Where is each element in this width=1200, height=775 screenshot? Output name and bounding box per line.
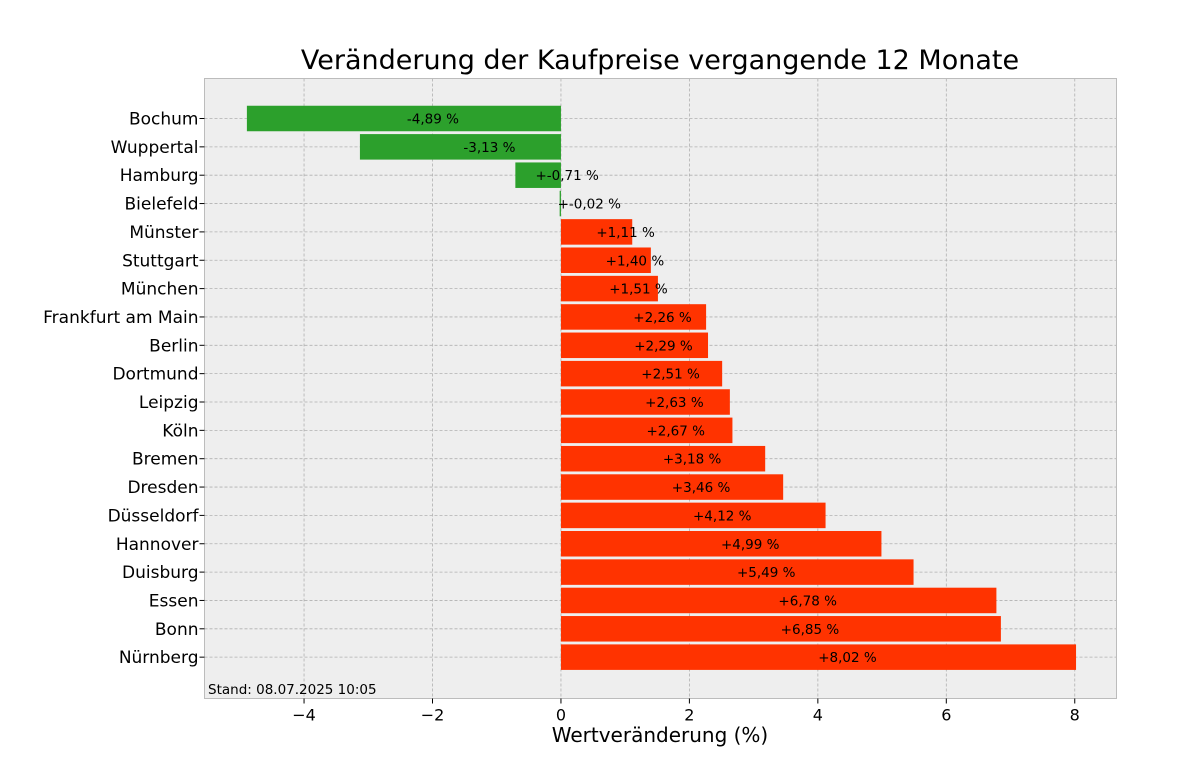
bar-value-label: +1,40 % xyxy=(606,253,665,269)
bar-value-label: +2,51 % xyxy=(641,367,700,383)
x-axis-label: Wertveränderung (%) xyxy=(552,723,769,747)
plot-frame xyxy=(204,78,1117,699)
x-tick-label: 6 xyxy=(941,706,951,725)
category-label: Berlin xyxy=(149,336,198,356)
category-label: Düsseldorf xyxy=(108,506,200,526)
category-label: Wuppertal xyxy=(111,138,199,158)
bar-value-label: +1,51 % xyxy=(609,282,668,298)
bar xyxy=(560,559,914,585)
category-label: Nürnberg xyxy=(119,648,199,668)
bar xyxy=(560,616,1001,642)
bar xyxy=(560,389,730,415)
category-label: Hamburg xyxy=(120,166,199,186)
category-label: Bielefeld xyxy=(125,195,199,215)
bar xyxy=(560,530,882,557)
bar-value-label: +2,29 % xyxy=(634,338,693,354)
bar xyxy=(560,247,651,274)
bar-value-label: +1,11 % xyxy=(596,225,655,241)
bar xyxy=(560,474,784,500)
bar xyxy=(560,445,766,472)
bar-value-label: +5,49 % xyxy=(737,565,796,581)
category-label: Dresden xyxy=(127,478,198,498)
category-label: Frankfurt am Main xyxy=(43,308,198,328)
x-tick-label: 8 xyxy=(1070,706,1080,725)
x-tick-label: 0 xyxy=(556,706,566,725)
category-label: Münster xyxy=(129,223,198,243)
category-label: München xyxy=(121,280,199,300)
bar xyxy=(560,275,658,302)
x-tick-label: 4 xyxy=(813,706,823,725)
bars xyxy=(246,105,1077,670)
category-label: Stuttgart xyxy=(122,251,199,271)
bar-value-label: -3,13 % xyxy=(463,140,515,156)
bar-value-label: +4,99 % xyxy=(721,537,780,553)
bar xyxy=(560,360,723,387)
bar-value-label: +6,78 % xyxy=(778,593,837,609)
category-label: Bonn xyxy=(155,620,199,640)
bar xyxy=(560,332,709,359)
x-tick-label: −4 xyxy=(292,706,316,725)
category-label: Bochum xyxy=(129,110,199,130)
bar xyxy=(560,304,707,330)
bar-value-label: +6,85 % xyxy=(781,622,840,638)
value-labels: -4,89 %-3,13 % +-0,71 % +-0,02 % +1,11 % +1,… xyxy=(407,112,877,667)
x-tick-label: −2 xyxy=(421,706,445,725)
bar-value-label: +-0,02 % xyxy=(558,197,622,213)
category-label: Köln xyxy=(162,421,198,441)
bar xyxy=(560,417,733,444)
timestamp-note: Stand: 08.07.2025 10:05 xyxy=(208,682,377,698)
bar-value-label: +2,63 % xyxy=(645,395,704,411)
bar xyxy=(359,134,561,160)
bar xyxy=(559,190,561,217)
category-label: Duisburg xyxy=(122,563,199,583)
bar-value-label: -4,89 % xyxy=(407,112,459,128)
category-label: Bremen xyxy=(132,450,199,470)
category-label: Dortmund xyxy=(112,365,198,385)
bar-value-label: +2,67 % xyxy=(646,423,705,439)
category-label: Essen xyxy=(149,591,199,611)
bar-value-label: +8,02 % xyxy=(818,650,877,666)
bar-value-label: +2,26 % xyxy=(633,310,692,326)
x-axis-ticks: −4 −2 0 2 4 6 8 xyxy=(292,698,1080,725)
bar xyxy=(246,105,561,132)
bar-value-label: +3,46 % xyxy=(672,480,731,496)
bar-value-label: +4,12 % xyxy=(693,508,752,524)
chart-title: Veränderung der Kaufpreise vergangende 1… xyxy=(301,45,1019,76)
x-tick-label: 2 xyxy=(684,706,694,725)
category-label: Leipzig xyxy=(139,393,199,413)
bar-value-label: +-0,71 % xyxy=(535,168,599,184)
bar-value-label: +3,18 % xyxy=(663,452,722,468)
bar xyxy=(560,219,633,245)
y-axis-ticks: Bochum Wuppertal Hamburg Bielefeld Münster St… xyxy=(43,110,205,668)
bar xyxy=(560,502,826,529)
bar xyxy=(560,644,1077,670)
grid-lines xyxy=(204,78,1117,699)
category-label: Hannover xyxy=(116,535,199,555)
bar xyxy=(560,587,997,614)
bar xyxy=(515,162,561,188)
